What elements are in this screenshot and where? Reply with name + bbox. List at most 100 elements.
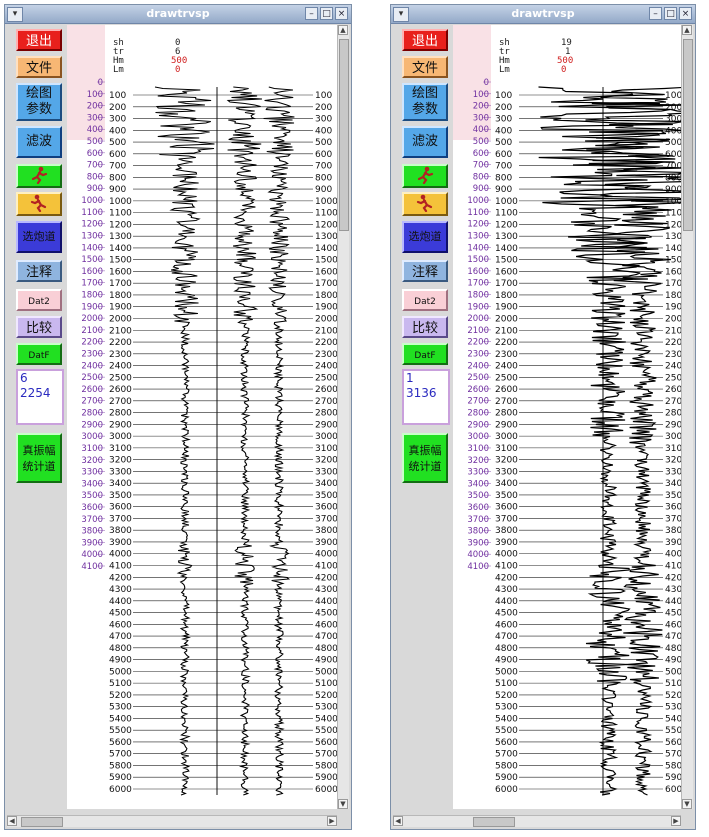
pink-depth-tick: 200 — [473, 102, 489, 112]
pink-depth-tick: 4000 — [81, 550, 103, 560]
maximize-icon[interactable]: □ — [664, 7, 677, 20]
title-bar[interactable]: ▾ drawtrvsp – □ × — [391, 5, 695, 24]
depth-tick-right: 2500 — [315, 373, 338, 383]
trace-info-box: 6 2254 — [16, 369, 64, 425]
true-amplitude-label-1: 真振幅 — [22, 444, 56, 457]
minimize-icon[interactable]: – — [649, 7, 662, 20]
seismic-canvas[interactable]: sh tr Hm Lm 0 6 500 0 0 100 200 300 400 500 60… — [67, 25, 339, 809]
horizontal-scroll-thumb[interactable] — [473, 817, 515, 827]
horizontal-scroll-thumb[interactable] — [21, 817, 63, 827]
true-amplitude-button[interactable]: 真振幅 统计道 — [16, 433, 62, 483]
depth-tick-left: 5500 — [109, 726, 132, 736]
depth-tick-left: 1500 — [495, 256, 518, 266]
depth-tick-left: 1600 — [109, 267, 132, 277]
depth-tick-left: 2100 — [109, 326, 132, 336]
seismic-traces-plot: 0100200300400500600700800900100011001200… — [81, 78, 338, 796]
annotate-button[interactable]: 注释 — [16, 260, 62, 282]
trace-info-box: 1 3136 — [402, 369, 450, 425]
depth-tick-left: 5600 — [495, 738, 518, 748]
depth-tick-right: 400 — [665, 126, 682, 136]
depth-tick-left: 4900 — [495, 656, 518, 666]
scroll-right-icon[interactable]: ▶ — [327, 816, 337, 826]
depth-tick-left: 5400 — [495, 714, 518, 724]
depth-tick-right: 4800 — [665, 644, 683, 654]
filter-button[interactable]: 滤波 — [16, 126, 62, 158]
runner-icon — [416, 194, 433, 213]
true-amplitude-label-2: 统计道 — [408, 460, 442, 473]
depth-tick-right: 100 — [665, 91, 682, 101]
depth-tick-left: 4500 — [109, 609, 132, 619]
window-menu-icon[interactable]: ▾ — [7, 7, 23, 22]
minimize-icon[interactable]: – — [305, 7, 318, 20]
close-icon[interactable]: × — [335, 7, 348, 20]
plot-params-button[interactable]: 绘图 参数 — [16, 83, 62, 121]
scroll-down-icon[interactable]: ▼ — [682, 799, 692, 809]
vertical-scrollbar[interactable]: ▲ ▼ — [681, 25, 693, 809]
depth-tick-left: 3300 — [495, 467, 518, 477]
depth-tick-right: 5700 — [315, 750, 338, 760]
depth-tick-left: 2500 — [495, 373, 518, 383]
depth-tick-left: 6000 — [109, 785, 132, 795]
vertical-scroll-thumb[interactable] — [339, 39, 349, 231]
horizontal-scrollbar[interactable]: ◀ ▶ — [7, 815, 337, 827]
datf-button[interactable]: DatF — [16, 343, 62, 365]
pink-depth-tick: 3600 — [467, 503, 489, 513]
depth-tick-right: 2900 — [315, 420, 338, 430]
exit-button[interactable]: 退出 — [16, 29, 62, 51]
exit-button[interactable]: 退出 — [402, 29, 448, 51]
pink-depth-tick: 2300 — [467, 350, 489, 360]
maximize-icon[interactable]: □ — [320, 7, 333, 20]
depth-tick-right: 3400 — [665, 479, 683, 489]
depth-tick-right: 5500 — [665, 726, 683, 736]
scroll-up-icon[interactable]: ▲ — [682, 25, 692, 35]
depth-tick-left: 5400 — [109, 714, 132, 724]
select-shot-button[interactable]: 选炮道 — [402, 221, 448, 253]
pink-depth-tick: 900 — [87, 184, 103, 194]
window-menu-icon[interactable]: ▾ — [393, 7, 409, 22]
title-bar[interactable]: ▾ drawtrvsp – □ × — [5, 5, 351, 24]
vertical-scroll-thumb[interactable] — [683, 39, 693, 231]
pink-depth-tick: 600 — [473, 149, 489, 159]
file-button[interactable]: 文件 — [16, 56, 62, 78]
compare-button[interactable]: 比较 — [402, 316, 448, 338]
dat2-button[interactable]: Dat2 — [16, 289, 62, 311]
depth-tick-right: 4000 — [665, 550, 683, 560]
compare-button[interactable]: 比较 — [16, 316, 62, 338]
annotate-button[interactable]: 注释 — [402, 260, 448, 282]
select-shot-button[interactable]: 选炮道 — [16, 221, 62, 253]
depth-tick-right: 4000 — [315, 550, 338, 560]
depth-tick-right: 4900 — [665, 656, 683, 666]
depth-tick-right: 500 — [665, 138, 682, 148]
horizontal-scrollbar[interactable]: ◀ ▶ — [393, 815, 681, 827]
true-amplitude-button[interactable]: 真振幅 统计道 — [402, 433, 448, 483]
plot-params-label-1: 绘图 — [411, 86, 438, 101]
scroll-left-icon[interactable]: ◀ — [7, 816, 17, 826]
seismic-canvas[interactable]: sh tr Hm Lm 19 1 500 0 0 100 200 300 400 500 6… — [453, 25, 683, 809]
depth-tick-left: 3400 — [495, 479, 518, 489]
scroll-right-icon[interactable]: ▶ — [671, 816, 681, 826]
tr-label: tr — [113, 47, 124, 57]
play-backward-button[interactable] — [402, 192, 448, 216]
pink-depth-tick: 2300 — [81, 350, 103, 360]
pink-depth-tick: 700 — [473, 161, 489, 171]
datf-button[interactable]: DatF — [402, 343, 448, 365]
left-window: ▾ drawtrvsp – □ × 退出 文件 绘图 参数 滤波 选炮道 注释 … — [4, 4, 352, 830]
depth-tick-right: 4900 — [315, 656, 338, 666]
filter-button[interactable]: 滤波 — [402, 126, 448, 158]
plot-params-button[interactable]: 绘图 参数 — [402, 83, 448, 121]
depth-tick-right: 200 — [315, 103, 332, 113]
vertical-scrollbar[interactable]: ▲ ▼ — [337, 25, 349, 809]
runner-icon — [31, 166, 48, 185]
scroll-down-icon[interactable]: ▼ — [338, 799, 348, 809]
dat2-button[interactable]: Dat2 — [402, 289, 448, 311]
depth-tick-left: 2000 — [495, 314, 518, 324]
depth-tick-right: 400 — [315, 126, 332, 136]
scroll-up-icon[interactable]: ▲ — [338, 25, 348, 35]
pink-depth-tick: 3100 — [467, 444, 489, 454]
scroll-left-icon[interactable]: ◀ — [393, 816, 403, 826]
play-forward-button[interactable] — [16, 164, 62, 188]
play-forward-button[interactable] — [402, 164, 448, 188]
close-icon[interactable]: × — [679, 7, 692, 20]
file-button[interactable]: 文件 — [402, 56, 448, 78]
play-backward-button[interactable] — [16, 192, 62, 216]
